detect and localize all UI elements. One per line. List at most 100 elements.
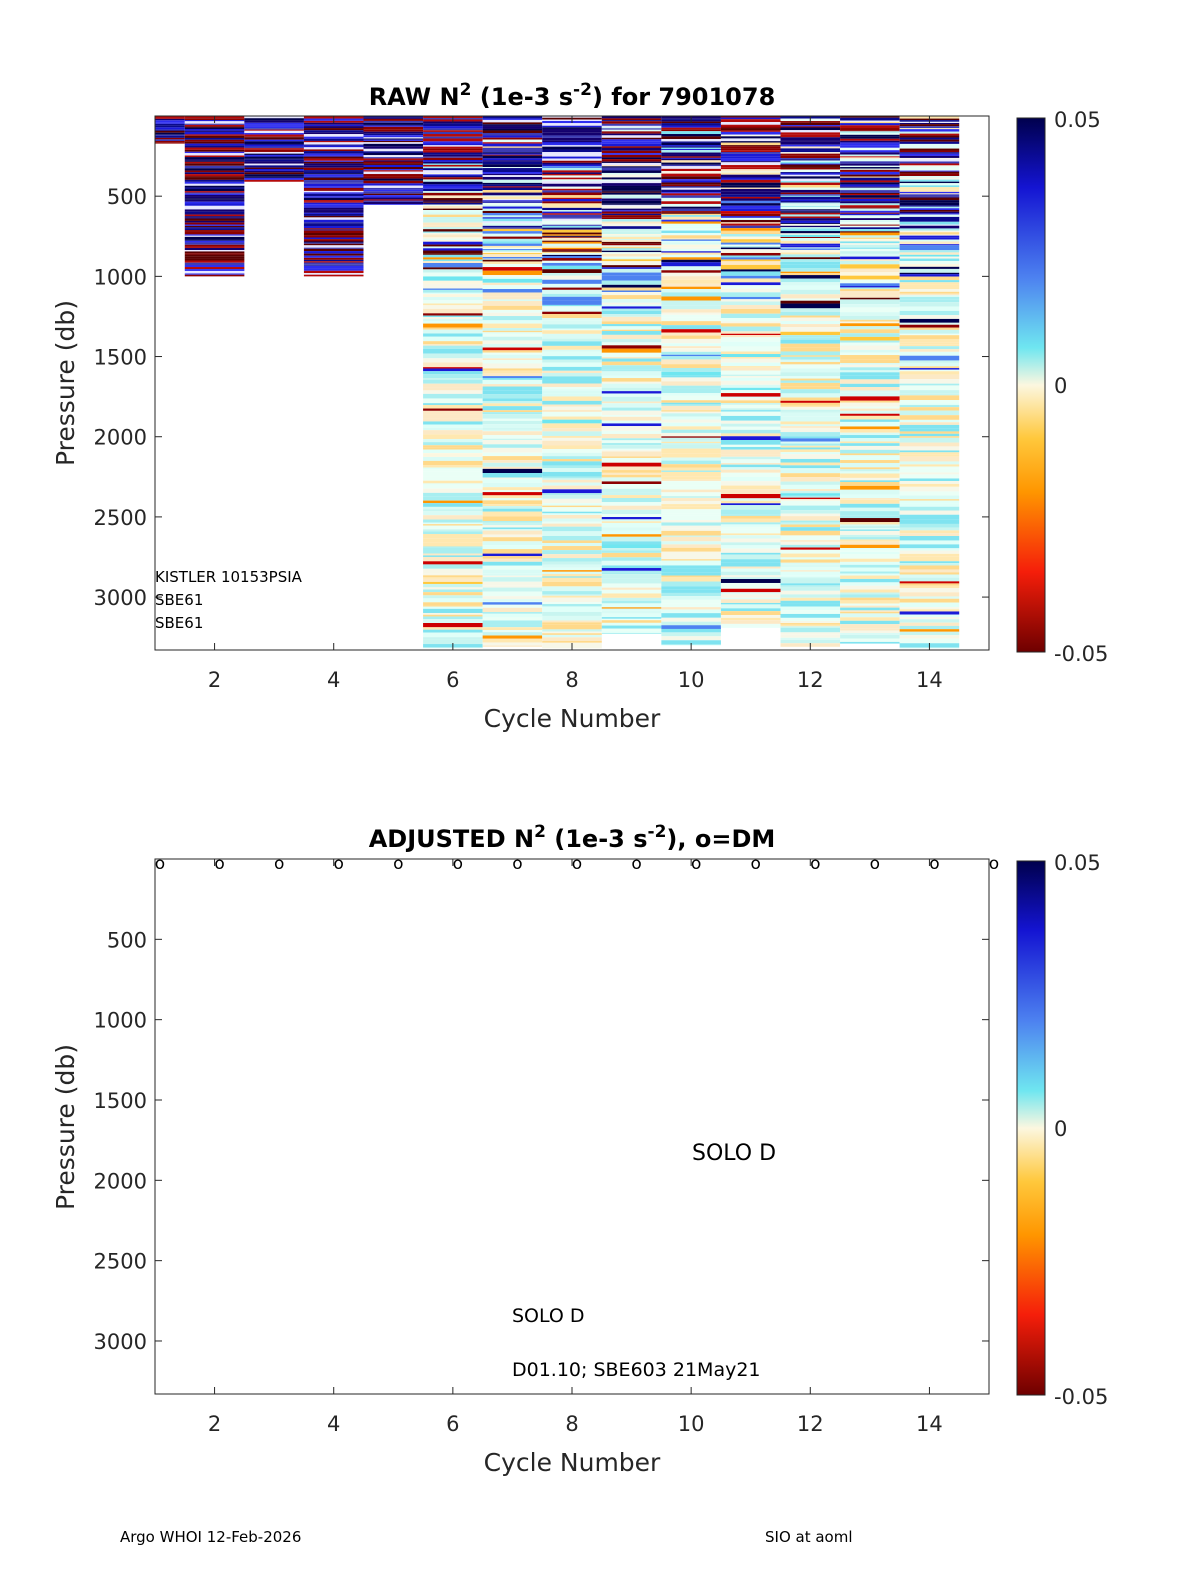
raw-cell bbox=[423, 195, 483, 199]
raw-cell bbox=[899, 230, 960, 233]
raw-cell bbox=[423, 248, 483, 251]
raw-cell bbox=[661, 233, 721, 235]
dm-marker-cycle-7: o bbox=[512, 854, 522, 874]
raw-cell bbox=[661, 405, 721, 411]
raw-cell bbox=[899, 500, 960, 504]
raw-cell bbox=[661, 189, 721, 193]
raw-cell bbox=[542, 222, 602, 225]
raw-cell bbox=[899, 410, 960, 416]
raw-cell bbox=[840, 573, 900, 576]
raw-cell bbox=[899, 282, 960, 285]
raw-cell bbox=[155, 136, 185, 138]
raw-cell bbox=[840, 333, 900, 337]
raw-cell bbox=[601, 321, 662, 325]
raw-cell bbox=[482, 285, 543, 290]
raw-cell bbox=[601, 211, 662, 214]
raw-cell bbox=[780, 150, 841, 153]
raw-cell bbox=[363, 139, 424, 141]
raw-cell bbox=[482, 624, 543, 628]
raw-cell bbox=[840, 499, 900, 504]
raw-cell bbox=[840, 494, 900, 498]
adjusted-annotation-firmware: D01.10; SBE603 21May21 bbox=[512, 1359, 761, 1381]
adjusted-colorbar-zero-label: 0 bbox=[1054, 1117, 1067, 1141]
raw-cell bbox=[840, 429, 900, 433]
raw-cell bbox=[542, 494, 602, 499]
raw-cell bbox=[780, 237, 841, 241]
raw-cell bbox=[661, 432, 721, 437]
raw-cell bbox=[661, 150, 721, 153]
raw-cell bbox=[661, 364, 721, 368]
raw-cell bbox=[899, 181, 960, 184]
raw-cell bbox=[661, 489, 721, 493]
raw-cell bbox=[542, 272, 602, 276]
raw-cell bbox=[780, 378, 841, 381]
raw-cell bbox=[780, 243, 841, 246]
raw-cell bbox=[780, 590, 841, 595]
raw-cell bbox=[899, 289, 960, 292]
raw-cell bbox=[601, 200, 662, 204]
raw-cell bbox=[601, 302, 662, 305]
raw-cell bbox=[720, 575, 781, 578]
raw-cell bbox=[601, 249, 662, 251]
raw-cell bbox=[601, 502, 662, 506]
raw-cell bbox=[542, 320, 602, 325]
raw-cell bbox=[542, 199, 602, 202]
raw-cell bbox=[423, 261, 483, 264]
raw-cell bbox=[899, 228, 960, 231]
raw-cell bbox=[184, 213, 245, 215]
raw-cell bbox=[780, 355, 841, 357]
raw-cell bbox=[780, 259, 841, 262]
raw-cell bbox=[780, 443, 841, 446]
raw-cell bbox=[601, 174, 662, 178]
raw-cell bbox=[303, 241, 364, 243]
raw-cell bbox=[423, 534, 483, 539]
raw-cell bbox=[899, 631, 960, 636]
raw-cell bbox=[840, 304, 900, 308]
raw-cell bbox=[661, 262, 721, 267]
raw-cell bbox=[840, 152, 900, 155]
raw-cell bbox=[184, 127, 245, 130]
raw-cell bbox=[423, 231, 483, 233]
raw-cell bbox=[184, 193, 245, 195]
raw-cell bbox=[720, 542, 781, 546]
raw-cell bbox=[542, 465, 602, 469]
raw-cell bbox=[482, 511, 543, 517]
raw-cell bbox=[661, 607, 721, 610]
raw-cell bbox=[720, 469, 781, 473]
raw-cell bbox=[542, 564, 602, 568]
raw-cell bbox=[363, 120, 424, 123]
raw-cell bbox=[899, 550, 960, 554]
raw-cell bbox=[184, 196, 245, 199]
raw-cell bbox=[780, 567, 841, 571]
raw-cell bbox=[840, 355, 900, 360]
raw-cell bbox=[363, 152, 424, 156]
raw-cell bbox=[840, 143, 900, 146]
raw-cell bbox=[482, 247, 543, 250]
raw-cell bbox=[601, 161, 662, 163]
raw-cell bbox=[601, 334, 662, 340]
raw-cell bbox=[661, 123, 721, 126]
raw-cell bbox=[542, 567, 602, 571]
raw-cell bbox=[840, 203, 900, 206]
raw-cell bbox=[601, 257, 662, 260]
raw-cell bbox=[423, 568, 483, 574]
raw-cell bbox=[601, 198, 662, 201]
raw-cell bbox=[423, 408, 483, 411]
raw-cell bbox=[720, 271, 781, 276]
raw-cell bbox=[720, 117, 781, 120]
raw-cell bbox=[720, 459, 781, 464]
raw-cell bbox=[423, 289, 483, 293]
raw-cell bbox=[601, 578, 662, 584]
raw-cell bbox=[542, 192, 602, 196]
raw-profile-cycle-3 bbox=[244, 116, 304, 182]
raw-cell bbox=[363, 187, 424, 190]
raw-cell bbox=[661, 575, 721, 577]
raw-cell bbox=[840, 449, 900, 454]
raw-cell bbox=[720, 321, 781, 324]
raw-cell bbox=[720, 366, 781, 368]
raw-cell bbox=[840, 247, 900, 249]
raw-cell bbox=[661, 242, 721, 245]
raw-cell bbox=[601, 450, 662, 452]
raw-cell bbox=[542, 543, 602, 547]
adjusted-title: ADJUSTED N2 (1e-3 s-2), o=DM bbox=[369, 822, 776, 853]
